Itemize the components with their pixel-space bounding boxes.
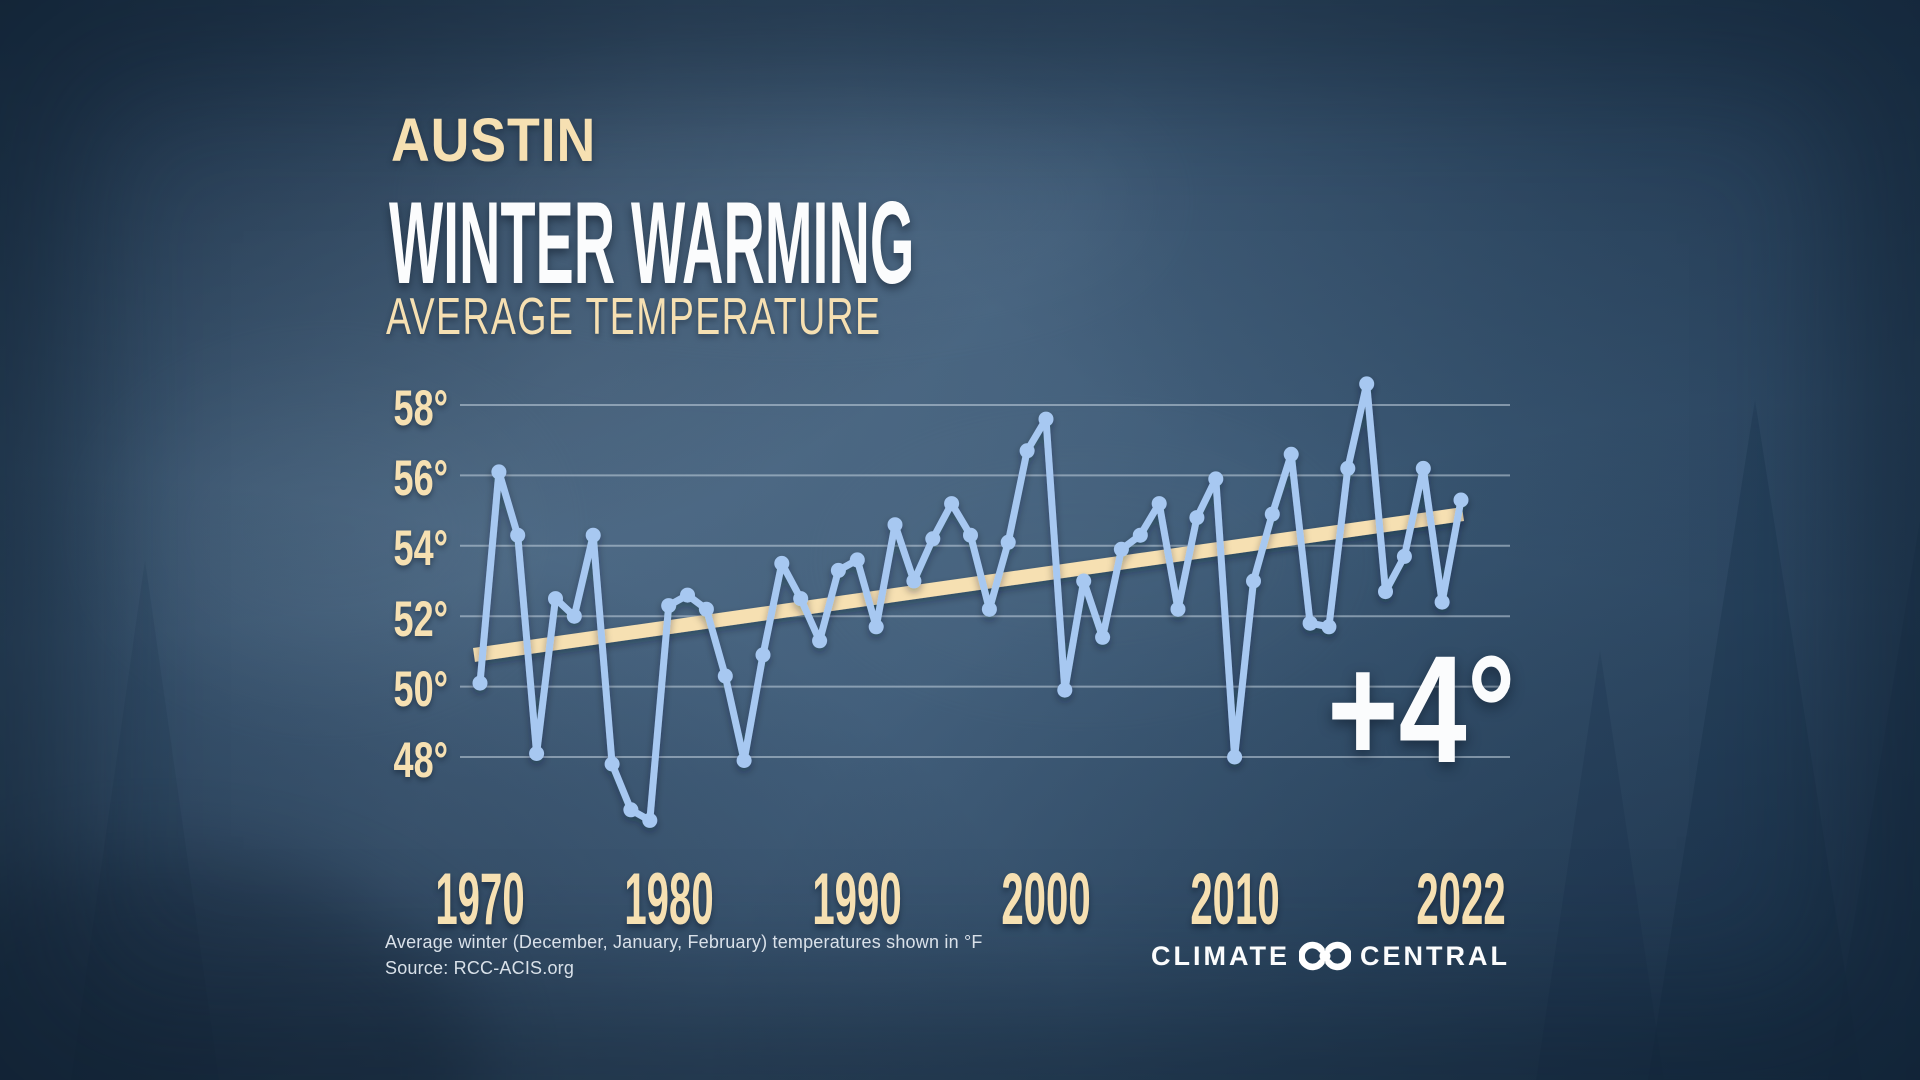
data-point bbox=[849, 552, 865, 568]
y-tick-label: 58° bbox=[393, 380, 448, 436]
data-point bbox=[1208, 471, 1224, 487]
data-point bbox=[793, 591, 809, 607]
data-point bbox=[585, 527, 601, 543]
data-point bbox=[1246, 573, 1261, 589]
x-tick-label: 2000 bbox=[1001, 859, 1091, 940]
data-point bbox=[1151, 496, 1167, 512]
data-point bbox=[1321, 619, 1337, 635]
data-point bbox=[491, 464, 507, 480]
y-tick-label: 52° bbox=[393, 591, 448, 647]
data-point bbox=[774, 555, 790, 571]
data-point bbox=[548, 591, 563, 607]
data-point bbox=[1378, 584, 1393, 600]
x-tick-label: 1970 bbox=[435, 859, 525, 940]
data-point bbox=[1359, 376, 1375, 392]
data-point bbox=[1113, 541, 1129, 557]
data-point bbox=[529, 746, 545, 761]
data-point bbox=[680, 587, 695, 603]
climate-central-logo: CLIMATE CENTRAL bbox=[1151, 938, 1510, 974]
logo-text-central: CENTRAL bbox=[1360, 941, 1510, 971]
data-point bbox=[887, 517, 903, 533]
chart-subtitle: AVERAGE TEMPERATURE bbox=[386, 288, 882, 346]
data-point bbox=[755, 647, 771, 663]
data-point bbox=[1095, 629, 1111, 645]
data-point bbox=[1170, 601, 1186, 617]
data-point bbox=[1396, 548, 1412, 564]
data-point bbox=[1227, 749, 1243, 765]
data-point bbox=[604, 756, 620, 772]
temperature-series-line bbox=[476, 380, 1465, 824]
data-point bbox=[623, 802, 639, 818]
data-point bbox=[1132, 527, 1148, 543]
data-point bbox=[1264, 506, 1280, 522]
interlocking-c-rings-icon bbox=[1299, 941, 1351, 971]
page-title: WINTER WARMING bbox=[389, 177, 915, 308]
data-point bbox=[1019, 443, 1035, 459]
data-point bbox=[717, 668, 733, 684]
data-point bbox=[1189, 510, 1205, 526]
data-point bbox=[661, 598, 677, 614]
data-point bbox=[1434, 594, 1450, 610]
y-tick-label: 50° bbox=[393, 661, 448, 717]
data-point bbox=[1038, 411, 1054, 427]
data-point bbox=[1302, 615, 1318, 631]
data-point bbox=[1000, 534, 1016, 550]
data-point bbox=[925, 531, 941, 547]
data-point bbox=[1076, 573, 1092, 589]
data-point bbox=[1057, 682, 1073, 698]
source-note: Source: RCC-ACIS.org bbox=[385, 958, 575, 978]
data-point bbox=[963, 527, 978, 543]
trend-change-annotation: +4° bbox=[1327, 624, 1516, 795]
data-point bbox=[736, 753, 752, 768]
gridlines bbox=[460, 404, 1510, 758]
data-point bbox=[830, 562, 846, 578]
footnote: Average winter (December, January, Febru… bbox=[385, 932, 983, 952]
data-point bbox=[566, 608, 582, 624]
data-point bbox=[698, 601, 714, 617]
data-point bbox=[1340, 460, 1356, 476]
data-point bbox=[642, 812, 658, 828]
data-point bbox=[981, 601, 997, 617]
x-tick-label: 2022 bbox=[1416, 859, 1506, 940]
data-point bbox=[944, 496, 960, 512]
data-point bbox=[472, 675, 488, 691]
data-point bbox=[812, 633, 828, 649]
data-point bbox=[1283, 446, 1299, 462]
logo-text-climate: CLIMATE bbox=[1151, 941, 1290, 971]
city-title: AUSTIN bbox=[391, 106, 597, 174]
x-tick-label: 1990 bbox=[812, 859, 902, 940]
y-tick-label: 54° bbox=[393, 520, 448, 576]
footnotes: Average winter (December, January, Febru… bbox=[385, 929, 983, 981]
data-point bbox=[1415, 460, 1431, 476]
x-tick-label: 1980 bbox=[624, 859, 714, 940]
y-tick-label: 48° bbox=[393, 732, 448, 788]
data-point bbox=[906, 573, 922, 589]
data-point bbox=[868, 619, 884, 635]
data-point bbox=[510, 527, 526, 543]
data-point bbox=[1453, 492, 1469, 508]
y-tick-label: 56° bbox=[393, 450, 448, 506]
x-tick-label: 2010 bbox=[1190, 859, 1280, 940]
